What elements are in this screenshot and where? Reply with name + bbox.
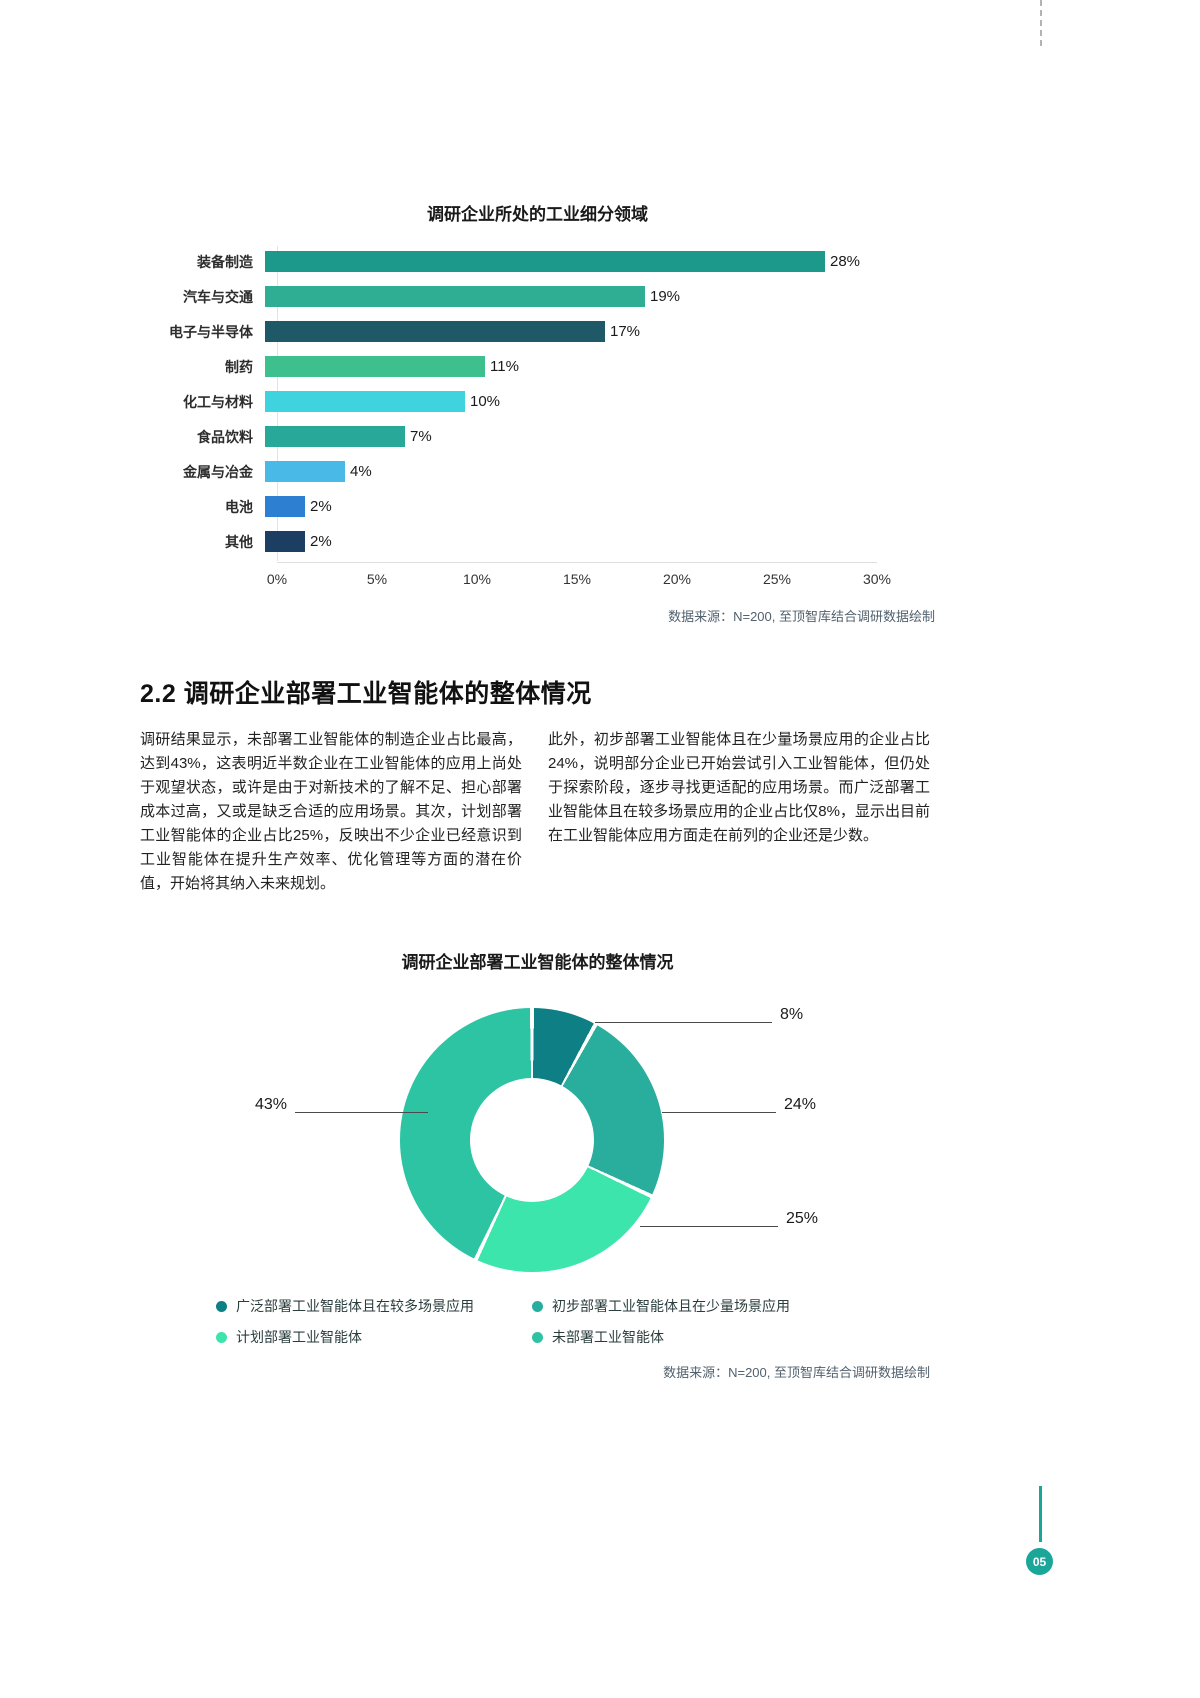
bar-category-label: 其他: [225, 533, 253, 550]
legend-item: 计划部署工业智能体: [216, 1327, 532, 1347]
body-text-left-column: 调研结果显示，未部署工业智能体的制造企业占比最高，达到43%，这表明近半数企业在…: [140, 731, 522, 892]
bar-fill: [265, 286, 645, 307]
x-axis-tick-label: 10%: [462, 571, 492, 587]
bar-value-label: 10%: [470, 393, 501, 410]
leader-line-8pct: [595, 1022, 772, 1023]
legend-dot: [532, 1300, 543, 1312]
bar-track: 2%: [265, 531, 865, 552]
bar-row: 电子与半导体 17%: [140, 314, 935, 349]
bar-track: 19%: [265, 286, 865, 307]
x-axis-tick-label: 0%: [266, 571, 288, 587]
bar-chart-title: 调研企业所处的工业细分领域: [427, 205, 648, 224]
legend-item: 初步部署工业智能体且在少量场景应用: [532, 1296, 790, 1316]
legend-label: 计划部署工业智能体: [236, 1329, 362, 1345]
leader-line-24pct: [662, 1112, 776, 1113]
bar-track: 7%: [265, 426, 865, 447]
x-axis-tick-label: 15%: [562, 571, 592, 587]
legend-label: 初步部署工业智能体且在少量场景应用: [552, 1298, 790, 1314]
deployment-donut-chart-section: 调研企业部署工业智能体的整体情况 8% 24% 25% 43%: [140, 948, 935, 1272]
legend-dot: [532, 1331, 543, 1343]
footer-accent-line: [1039, 1486, 1042, 1542]
bar-value-label: 11%: [490, 358, 519, 375]
bar-track: 10%: [265, 391, 865, 412]
bar-chart-x-axis: 0% 5% 10% 15% 20% 25% 30%: [267, 562, 891, 588]
donut-hole: [470, 1078, 594, 1202]
bar-value-label: 2%: [310, 533, 332, 550]
bar-fill: [265, 356, 485, 377]
legend-dot: [216, 1331, 227, 1343]
bar-category-label: 食品饮料: [197, 428, 253, 445]
bar-row: 金属与冶金 4%: [140, 454, 935, 489]
bar-value-label: 2%: [310, 498, 332, 515]
body-text-right-column: 此外，初步部署工业智能体且在少量场景应用的企业占比24%，说明部分企业已开始尝试…: [548, 731, 930, 844]
bar-chart-source-note: 数据来源：N=200, 至顶智库结合调研数据绘制: [668, 609, 935, 624]
bar-chart-plot: 装备制造 28% 汽车与交通 19% 电子与半导体 17% 制药 11% 化工与材料 10% 食品饮…: [140, 244, 935, 559]
bar-track: 2%: [265, 496, 865, 517]
slice-value-label-8pct: 8%: [780, 1006, 804, 1023]
leader-line-43pct: [295, 1112, 428, 1113]
body-text-columns: 调研结果显示，未部署工业智能体的制造企业占比最高，达到43%，这表明近半数企业在…: [140, 728, 930, 896]
bar-category-label: 制药: [225, 358, 253, 375]
bar-row: 其他 2%: [140, 524, 935, 559]
bar-value-label: 4%: [350, 463, 372, 480]
bar-value-label: 17%: [610, 323, 641, 340]
bar-row: 装备制造 28%: [140, 244, 935, 279]
donut-chart-title: 调研企业部署工业智能体的整体情况: [401, 953, 674, 972]
x-axis-tick-label: 30%: [862, 571, 892, 587]
bar-track: 4%: [265, 461, 865, 482]
bar-row: 汽车与交通 19%: [140, 279, 935, 314]
x-axis-tick-label: 20%: [662, 571, 692, 587]
bar-row: 制药 11%: [140, 349, 935, 384]
bar-category-label: 金属与冶金: [183, 463, 253, 480]
bar-row: 食品饮料 7%: [140, 419, 935, 454]
bar-category-label: 电子与半导体: [169, 323, 253, 340]
industry-bar-chart-section: 调研企业所处的工业细分领域 装备制造 28% 汽车与交通 19% 电子与半导体 17% 制药…: [140, 200, 940, 624]
bar-category-label: 电池: [225, 498, 253, 515]
bar-fill: [265, 321, 605, 342]
section-heading: 2.2 调研企业部署工业智能体的整体情况: [140, 680, 592, 708]
page-number-badge: 05: [1026, 1548, 1053, 1575]
slice-value-label-43pct: 43%: [254, 1096, 287, 1113]
bar-value-label: 19%: [650, 288, 681, 305]
legend-item: 广泛部署工业智能体且在较多场景应用: [216, 1296, 532, 1316]
legend-label: 广泛部署工业智能体且在较多场景应用: [236, 1298, 474, 1314]
top-edge-dashed-line: [1040, 0, 1042, 46]
bar-track: 28%: [265, 251, 865, 272]
donut-chart-plot: 8% 24% 25% 43%: [140, 996, 935, 1336]
leader-line-25pct: [640, 1226, 778, 1227]
donut-legend: 广泛部署工业智能体且在较多场景应用 初步部署工业智能体且在少量场景应用计划部署工业…: [216, 1296, 790, 1347]
bar-category-label: 汽车与交通: [183, 288, 253, 305]
bar-fill: [265, 391, 465, 412]
slice-value-label-24pct: 24%: [784, 1096, 817, 1113]
bar-row: 化工与材料 10%: [140, 384, 935, 419]
bar-fill: [265, 531, 305, 552]
bar-fill: [265, 461, 345, 482]
donut-chart-source-note: 数据来源：N=200, 至顶智库结合调研数据绘制: [663, 1365, 930, 1380]
legend-label: 未部署工业智能体: [552, 1329, 664, 1345]
x-axis-tick-label: 5%: [366, 571, 388, 587]
bar-value-label: 7%: [410, 428, 432, 445]
bar-fill: [265, 496, 305, 517]
bar-fill: [265, 251, 825, 272]
bar-category-label: 装备制造: [197, 253, 253, 270]
legend-dot: [216, 1300, 227, 1312]
bar-track: 11%: [265, 356, 865, 377]
donut-ring: [400, 1008, 664, 1272]
bar-value-label: 28%: [830, 253, 861, 270]
bar-row: 电池 2%: [140, 489, 935, 524]
bar-category-label: 化工与材料: [183, 393, 253, 410]
x-axis-tick-label: 25%: [762, 571, 792, 587]
slice-value-label-25pct: 25%: [786, 1210, 819, 1227]
legend-item: 未部署工业智能体: [532, 1327, 790, 1347]
bar-track: 17%: [265, 321, 865, 342]
bar-fill: [265, 426, 405, 447]
